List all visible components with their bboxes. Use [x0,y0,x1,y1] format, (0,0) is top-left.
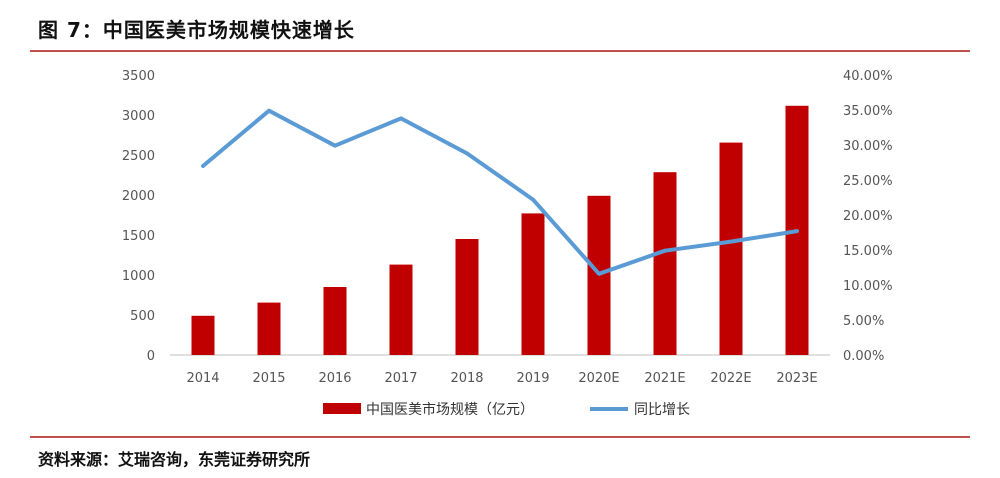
x-tick: 2016 [318,371,351,386]
y-right-tick: 0.00% [843,349,884,364]
legend: 中国医美市场规模（亿元） 同比增长 [323,401,690,418]
x-tick: 2015 [252,371,285,386]
growth-line [201,108,799,276]
y-right-tick: 35.00% [843,104,893,119]
legend-bar-label: 中国医美市场规模（亿元） [366,401,534,418]
x-tick: 2020E [578,371,619,386]
bar-2019 [521,213,545,355]
source-note: 资料来源：艾瑞咨询，东莞证券研究所 [38,450,311,469]
bar-2016 [323,287,347,355]
bar-2014 [191,315,215,355]
bar-series [191,105,809,355]
bar-2015 [257,302,281,355]
x-tick: 2021E [644,371,685,386]
line-series [201,108,799,276]
bar-2018 [455,239,479,355]
y-left-tick: 3000 [122,109,155,124]
y-left-tick: 2500 [122,149,155,164]
y-right-tick: 25.00% [843,174,893,189]
y-left-tick: 0 [147,349,155,364]
y-left-tick: 2000 [122,189,155,204]
bar-2021E [653,172,677,355]
figure-title: 图 7：中国医美市场规模快速增长 [38,18,355,42]
x-tick: 2014 [186,371,219,386]
y-right-tick: 40.00% [843,69,893,84]
x-tick: 2017 [384,371,417,386]
y-right-tick: 10.00% [843,279,893,294]
legend-bar-swatch [323,403,361,414]
bar-2017 [389,264,413,355]
title-rule [30,50,970,52]
y-left-tick: 3500 [122,69,155,84]
bar-2022E [719,142,743,355]
y-right-tick: 30.00% [843,139,893,154]
x-tick: 2022E [710,371,751,386]
source-rule [30,436,970,438]
y-right-tick: 15.00% [843,244,893,259]
y-left-tick: 500 [130,309,155,324]
x-tick: 2023E [776,371,817,386]
legend-line-label: 同比增长 [634,402,690,418]
x-tick: 2018 [450,371,483,386]
tick-labels: 0 500 1000 1500 2000 2500 3000 3500 0.00% 5.00% 10… [122,69,893,386]
y-left-tick: 1500 [122,229,155,244]
y-right-tick: 5.00% [843,314,884,329]
y-left-tick: 1000 [122,269,155,284]
y-right-tick: 20.00% [843,209,893,224]
x-tick: 2019 [516,371,549,386]
